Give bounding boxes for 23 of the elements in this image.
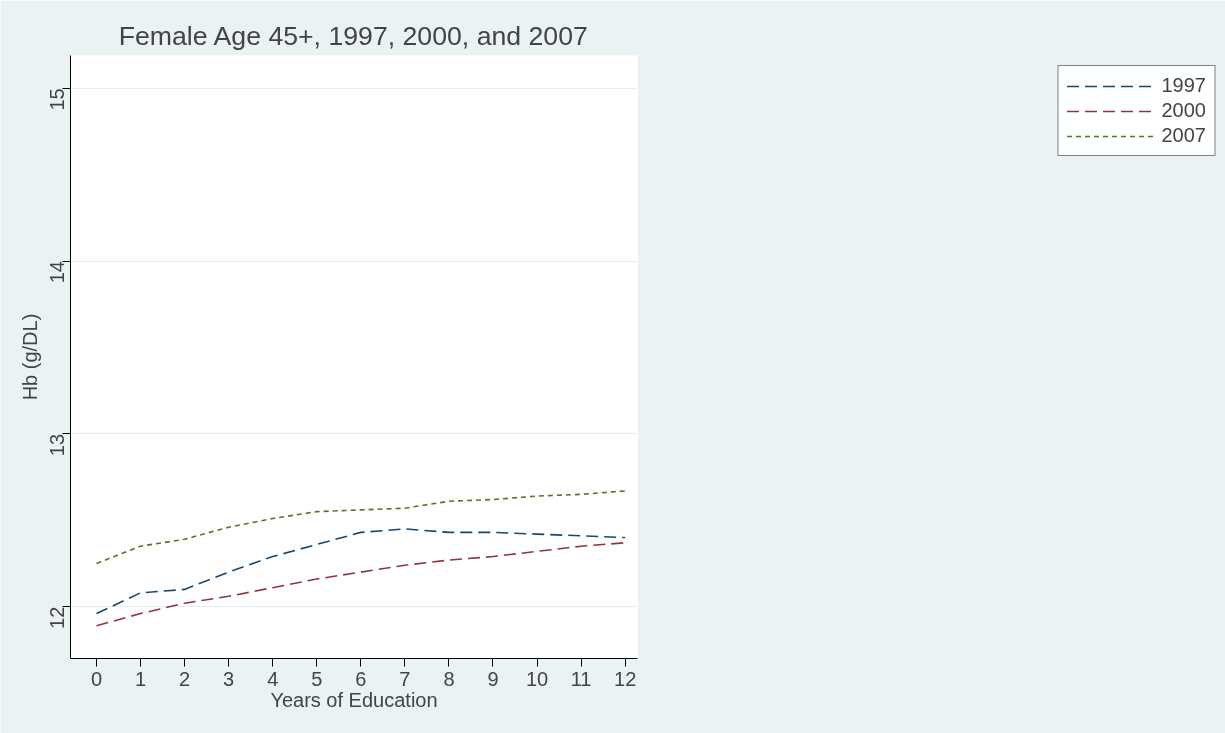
legend-label: 1997 xyxy=(1161,74,1206,97)
x-tick-label: 7 xyxy=(399,667,411,690)
y-tick-label: 15 xyxy=(46,88,69,111)
y-axis-title: Hb (g/DL) xyxy=(18,313,41,401)
x-tick-label: 3 xyxy=(223,667,235,690)
legend-label: 2000 xyxy=(1161,99,1206,122)
x-tick-label: 4 xyxy=(267,667,279,690)
chart-title: Female Age 45+, 1997, 2000, and 2007 xyxy=(118,20,588,51)
y-tick-label: 13 xyxy=(46,433,69,457)
y-tick-label: 14 xyxy=(46,261,69,284)
x-tick-label: 2 xyxy=(179,667,191,690)
x-tick-label: 1 xyxy=(134,667,147,690)
x-tick-label: 6 xyxy=(355,667,367,690)
x-tick-label: 9 xyxy=(487,667,499,690)
x-tick-label: 12 xyxy=(614,667,637,690)
x-axis-title: Years of Education xyxy=(270,688,438,711)
x-tick-label: 8 xyxy=(443,667,455,690)
x-tick-label: 0 xyxy=(90,667,103,690)
y-tick-label: 12 xyxy=(46,606,69,629)
x-tick-label: 10 xyxy=(525,667,549,690)
legend-label: 2007 xyxy=(1161,124,1206,147)
x-tick-label: 5 xyxy=(311,667,323,690)
x-tick-label: 11 xyxy=(570,667,592,690)
